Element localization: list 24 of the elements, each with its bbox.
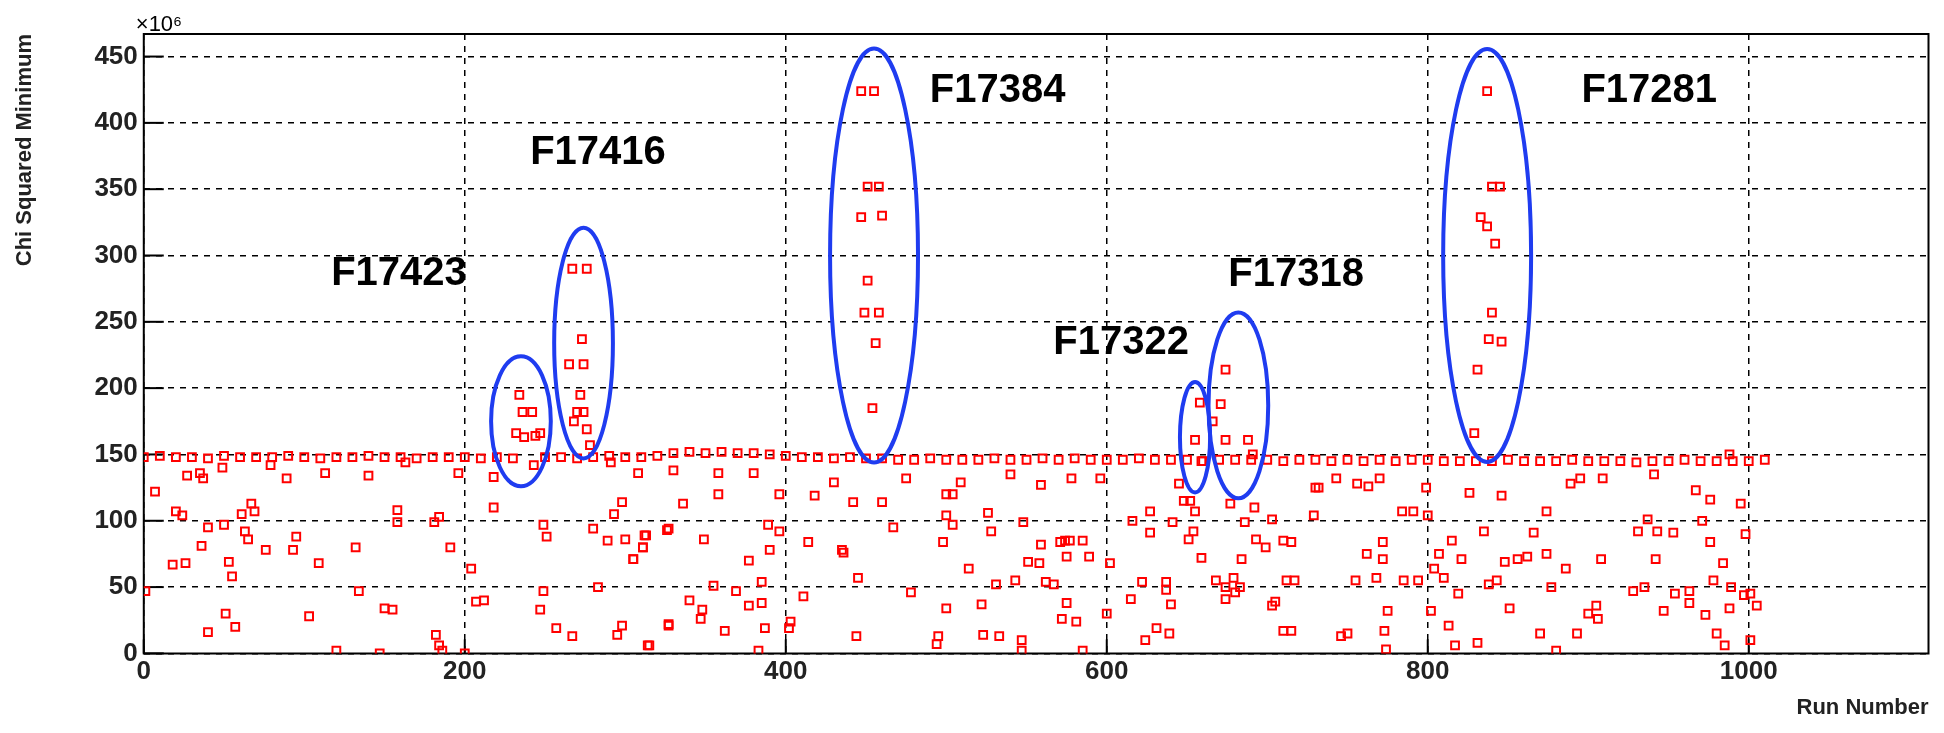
y-tick-label: 450 (94, 39, 138, 70)
x-tick-label: 600 (1085, 655, 1129, 686)
y-tick-label: 350 (94, 172, 138, 203)
y-axis-title: Chi Squared Minimum (11, 34, 37, 267)
y-tick-label: 400 (94, 106, 138, 137)
annotation: F17423 (331, 249, 467, 294)
annotation: F17322 (1053, 318, 1190, 363)
y-tick-label: 300 (94, 238, 138, 269)
x-axis-title: Run Number (1796, 693, 1929, 719)
annotation: F17318 (1228, 250, 1364, 295)
x-tick-label: 400 (764, 655, 808, 686)
x-tick-label: 1000 (1719, 655, 1778, 686)
annotation: F17416 (530, 128, 666, 173)
y-tick-label: 100 (94, 503, 138, 534)
y-tick-label: 0 (123, 636, 138, 667)
annotation: ×10⁶ (135, 11, 183, 37)
x-tick-label: 800 (1406, 655, 1450, 686)
x-tick-label: 200 (443, 655, 487, 686)
y-tick-label: 50 (108, 570, 138, 601)
annotation: F17281 (1581, 66, 1718, 111)
y-tick-label: 200 (94, 371, 138, 402)
y-tick-label: 150 (94, 437, 138, 468)
y-tick-label: 250 (94, 304, 138, 335)
annotation: F17384 (929, 66, 1067, 111)
